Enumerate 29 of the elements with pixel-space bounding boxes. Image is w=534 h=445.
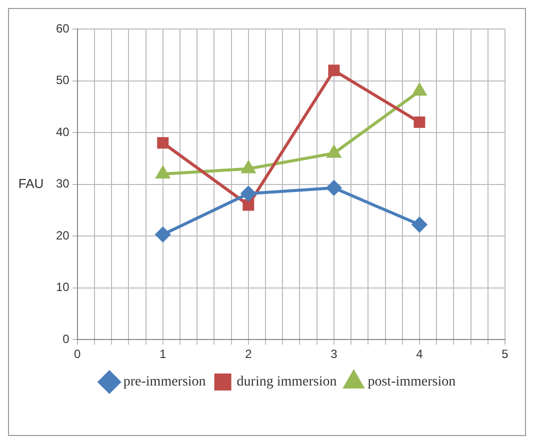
point: [156, 166, 170, 178]
x-tick-label: 0: [74, 347, 82, 362]
x-tick-label: 2: [245, 347, 252, 362]
point: [412, 217, 427, 232]
legend-label: pre-immersion: [123, 374, 206, 390]
point: [328, 64, 340, 76]
x-tick-label: 3: [330, 347, 338, 362]
point: [327, 146, 341, 158]
point: [242, 161, 256, 174]
x-tick-label: 5: [502, 347, 509, 362]
y-tick-label: 30: [56, 176, 70, 191]
point: [412, 84, 426, 96]
point: [326, 180, 342, 196]
y-tick-label: 60: [56, 21, 70, 36]
y-tick-label: 50: [56, 73, 70, 88]
point: [414, 116, 426, 128]
x-tick-label: 4: [416, 347, 424, 362]
point: [242, 199, 254, 211]
y-tick-label: 10: [56, 280, 70, 294]
point: [155, 227, 170, 242]
legend-label: during immersion: [236, 374, 337, 390]
y-tick-label: 40: [56, 124, 70, 139]
y-tick-label: 20: [56, 228, 70, 242]
y-tick-label: 0: [62, 332, 70, 346]
x-tick-label: 1: [160, 347, 167, 362]
point: [240, 186, 256, 202]
legend-label: post-immersion: [368, 374, 456, 390]
point: [157, 137, 169, 149]
y-axis-title: FAU: [18, 176, 44, 191]
